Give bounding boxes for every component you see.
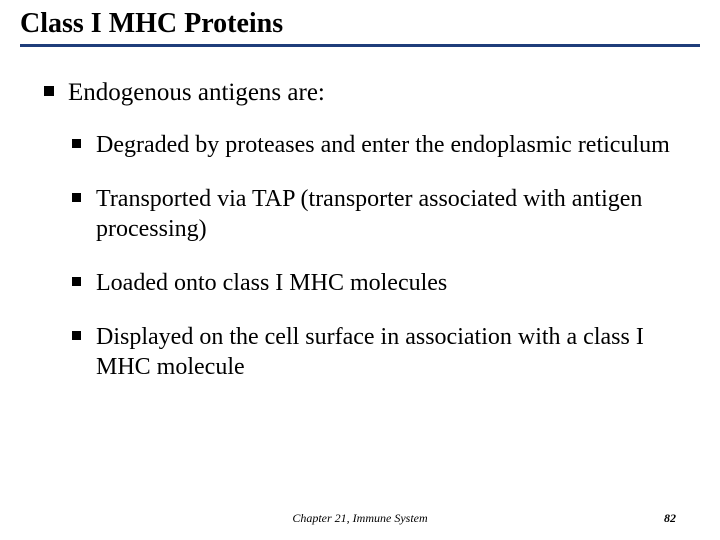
bullet-level2: Transported via TAP (transporter associa… [70,184,672,244]
footer-chapter: Chapter 21, Immune System [0,511,720,526]
bullet-level2: Loaded onto class I MHC molecules [70,268,672,298]
bullet-text: Loaded onto class I MHC molecules [96,270,447,296]
slide: Class I MHC Proteins Endogenous antigens… [0,0,720,540]
bullet-level1: Endogenous antigens are: [40,77,672,108]
bullet-text: Endogenous antigens are: [68,79,325,106]
bullet-text: Displayed on the cell surface in associa… [96,324,644,380]
bullet-level2-group: Degraded by proteases and enter the endo… [40,130,672,382]
slide-title: Class I MHC Proteins [0,0,720,44]
footer-page-number: 82 [664,511,676,526]
bullet-text: Transported via TAP (transporter associa… [96,186,642,242]
bullet-text: Degraded by proteases and enter the endo… [96,132,670,158]
content-area: Endogenous antigens are: Degraded by pro… [0,47,720,382]
bullet-level2: Degraded by proteases and enter the endo… [70,130,672,160]
bullet-level2: Displayed on the cell surface in associa… [70,322,672,382]
